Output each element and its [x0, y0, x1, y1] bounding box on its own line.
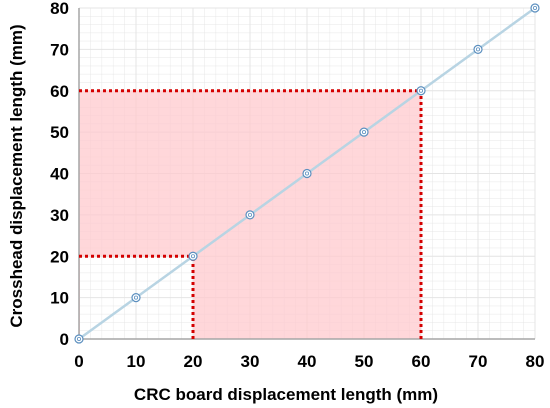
tick-labels: 0 10 20 30 40 50 60 70 80 0 10 20 30 40 50 60 70 80: [50, 0, 544, 371]
y-tick-label: 40: [50, 165, 69, 184]
data-point: [302, 168, 312, 179]
data-point-center: [361, 130, 366, 135]
y-axis-label: Crosshead displacement length (mm): [7, 24, 26, 327]
data-point-center: [304, 171, 309, 176]
y-tick-label: 70: [50, 40, 69, 59]
series-group: [74, 3, 540, 344]
data-point: [131, 293, 141, 303]
data-point-center: [418, 88, 423, 93]
y-tick-label: 20: [50, 247, 69, 266]
x-tick-label: 20: [184, 352, 203, 371]
x-tick-label: 60: [412, 352, 431, 371]
data-point: [530, 3, 540, 13]
x-tick-label: 80: [526, 352, 545, 371]
x-axis-label: CRC board displacement length (mm): [134, 385, 438, 404]
data-point: [473, 44, 483, 54]
data-point-center: [475, 47, 480, 52]
data-point: [74, 334, 84, 344]
y-tick-label: 50: [50, 123, 69, 142]
y-tick-label: 30: [50, 206, 69, 225]
x-tick-label: 50: [355, 352, 374, 371]
data-point-center: [247, 212, 252, 217]
x-tick-label: 40: [298, 352, 317, 371]
x-tick-label: 70: [469, 352, 488, 371]
data-point-center: [190, 254, 195, 259]
y-tick-label: 80: [50, 0, 69, 18]
guide-lines: [79, 89, 423, 339]
data-point-center: [533, 6, 538, 11]
data-point: [245, 210, 255, 220]
data-point-center: [77, 336, 82, 341]
data-point: [188, 251, 198, 261]
data-point: [416, 86, 426, 96]
y-tick-label: 10: [50, 289, 69, 308]
data-point-center: [133, 295, 138, 300]
y-tick-label: 60: [50, 82, 69, 101]
x-tick-label: 30: [241, 352, 260, 371]
axes: [78, 8, 535, 340]
data-point: [359, 127, 369, 137]
y-tick-label: 0: [60, 330, 69, 349]
x-tick-label: 10: [127, 352, 146, 371]
x-tick-label: 0: [74, 352, 83, 371]
